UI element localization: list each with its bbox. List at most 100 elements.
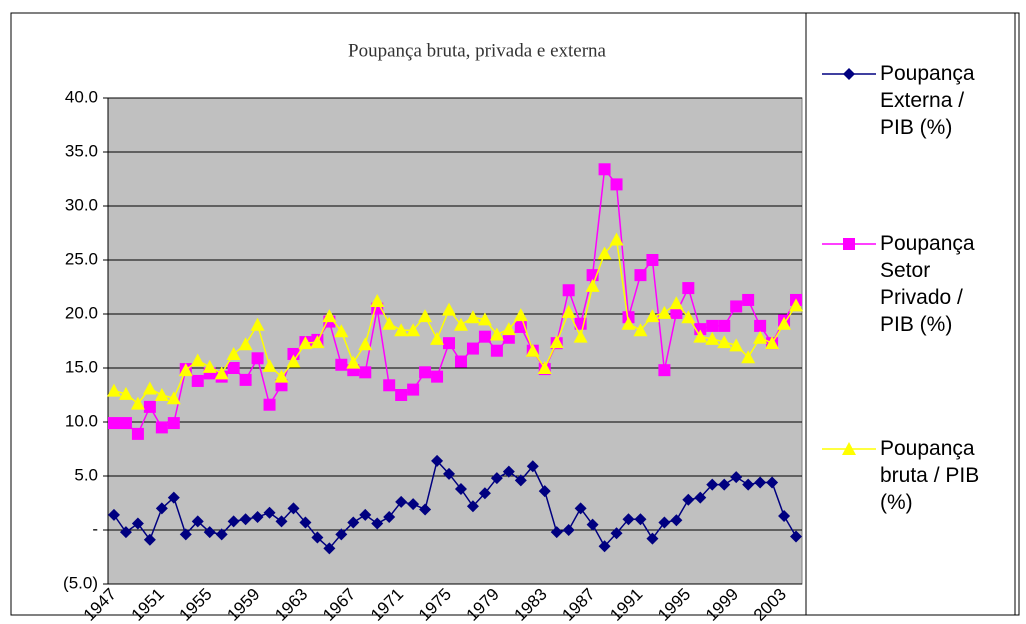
data-point (167, 417, 180, 430)
data-point (790, 530, 803, 543)
y-tick-label: 5.0 (74, 465, 98, 484)
data-point (131, 427, 144, 440)
data-point (190, 353, 205, 367)
data-point (371, 517, 384, 530)
data-point (347, 516, 360, 529)
series-line (113, 459, 797, 550)
y-tick-label: 10.0 (65, 411, 98, 430)
data-point (694, 491, 707, 504)
data-point (754, 319, 767, 332)
data-point (526, 460, 539, 473)
data-point (466, 342, 479, 355)
data-point (513, 308, 528, 322)
data-point (370, 294, 385, 308)
data-point (489, 327, 504, 341)
data-point (466, 500, 479, 513)
data-point (394, 323, 409, 337)
data-point (705, 331, 720, 345)
data-point (263, 398, 276, 411)
data-point (215, 528, 228, 541)
data-point (622, 513, 635, 526)
data-point (155, 421, 168, 434)
data-point (419, 503, 432, 516)
data-point (693, 329, 708, 343)
data-point (167, 491, 180, 504)
data-point (382, 316, 397, 330)
data-point (107, 508, 120, 521)
y-tick-label: - (92, 519, 98, 538)
data-point (538, 485, 551, 498)
data-point (670, 306, 683, 319)
data-point (142, 381, 157, 395)
data-point (645, 309, 660, 323)
data-point (549, 335, 564, 349)
data-point (251, 352, 264, 365)
series-line (113, 237, 797, 405)
data-point (682, 282, 695, 295)
data-point (431, 454, 444, 467)
data-point (646, 532, 659, 545)
data-point (251, 511, 264, 524)
data-point (634, 513, 647, 526)
data-point (118, 386, 133, 400)
data-point (741, 350, 756, 364)
data-point (789, 298, 804, 312)
data-point (107, 417, 120, 430)
data-point (646, 254, 659, 266)
data-point (119, 526, 132, 539)
data-point (658, 364, 671, 377)
data-point (239, 513, 252, 526)
data-point (502, 465, 515, 478)
data-point (299, 516, 312, 529)
y-tick-label: 25.0 (65, 249, 98, 268)
data-point (706, 319, 719, 332)
data-point (418, 309, 433, 323)
data-point (407, 498, 420, 511)
data-point (753, 330, 768, 344)
data-point (718, 319, 731, 332)
data-point (179, 528, 192, 541)
data-point (106, 383, 121, 397)
data-point (478, 330, 491, 343)
data-point (311, 531, 324, 544)
data-point (274, 369, 289, 383)
data-point (706, 478, 719, 491)
data-point (287, 502, 300, 515)
legend-label: Poupança bruta / PIB (%) (880, 437, 980, 514)
data-point (514, 474, 527, 487)
data-point (335, 528, 348, 541)
y-tick-label: 40.0 (65, 87, 98, 106)
data-point (682, 493, 695, 506)
data-point (561, 304, 576, 318)
data-point (322, 309, 337, 323)
data-point (238, 337, 253, 351)
data-point (525, 343, 540, 357)
data-point (729, 338, 744, 352)
data-point (191, 515, 204, 528)
data-point (430, 331, 445, 345)
data-point (842, 442, 856, 455)
data-point (443, 337, 456, 350)
data-point (477, 312, 492, 326)
data-point (191, 374, 204, 387)
data-point (143, 533, 156, 546)
y-tick-label: 30.0 (65, 195, 98, 214)
data-point (406, 323, 421, 337)
chart-title: Poupança bruta, privada e externa (348, 40, 607, 61)
data-point (681, 310, 696, 324)
data-point (407, 383, 420, 396)
data-point (443, 467, 456, 480)
data-point (275, 515, 288, 528)
data-point (610, 178, 623, 191)
data-point (657, 305, 672, 319)
data-point (778, 509, 791, 522)
data-point (610, 527, 623, 540)
data-point (155, 502, 168, 515)
data-point (358, 337, 373, 351)
data-point (669, 296, 684, 310)
data-point (335, 358, 348, 371)
data-point (621, 316, 636, 330)
data-point (777, 316, 792, 330)
